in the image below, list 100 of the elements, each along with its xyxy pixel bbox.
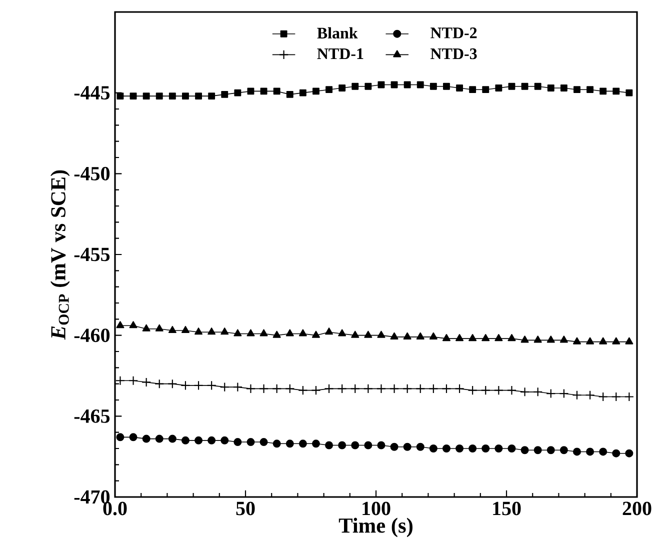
point [194,380,204,390]
point [364,441,372,450]
x-tick-label: 50 [236,502,255,516]
point [234,438,242,446]
point [560,446,568,454]
point [260,438,268,446]
legend-label: Blank [317,27,358,39]
point [572,337,581,344]
point [520,336,529,343]
point [181,436,190,444]
point [611,392,621,402]
point [286,90,294,98]
point [572,448,581,456]
point [625,449,634,458]
point [352,82,359,90]
point [546,336,555,343]
point [115,376,126,386]
point [626,89,633,96]
point [494,385,504,396]
point [364,330,372,338]
point [377,330,386,338]
legend-label: NTD-1 [317,48,364,59]
point [533,387,543,397]
point [312,88,320,95]
point [246,329,255,336]
y-tick-label: -445 [74,86,110,100]
point [142,434,150,443]
point [390,442,398,451]
point [311,385,321,396]
point [324,384,334,394]
point [364,82,372,90]
point [128,376,138,386]
point [520,446,529,454]
point [260,88,268,95]
point [403,332,412,340]
point [612,88,620,95]
point [546,446,555,454]
point [402,384,412,394]
point [468,385,478,396]
point [443,82,450,90]
point [378,81,385,88]
point [206,380,216,390]
point [142,92,150,100]
point [456,84,463,92]
point [298,440,307,448]
point [624,392,634,402]
point [272,384,282,394]
point [468,444,477,452]
point [612,449,620,458]
point [286,440,294,448]
point [377,441,386,450]
point [534,446,542,454]
point [560,336,568,343]
point [351,441,360,450]
y-tick-label: -455 [74,248,110,262]
point [534,82,542,90]
point [142,324,150,332]
point [155,434,164,443]
point [220,436,229,444]
point [508,334,516,342]
point [612,337,620,344]
point [351,330,360,338]
point [299,89,306,96]
point [232,382,242,392]
point [337,384,347,394]
point [154,379,164,389]
point [258,384,269,394]
point [416,442,424,451]
point [285,384,295,394]
legend-label: NTD-2 [430,28,477,38]
point [208,436,216,444]
point [495,84,502,92]
point [221,90,228,98]
point [260,329,268,336]
point [560,84,568,92]
point [272,330,281,338]
point [469,86,476,94]
point [338,329,346,336]
x-tick-label: 200 [622,502,652,516]
point [574,86,580,94]
point [494,334,503,342]
point [155,324,164,332]
point [168,326,176,334]
point [168,379,178,389]
point [534,336,542,343]
x-axis-title: Time (s) [338,518,412,538]
point [442,444,450,452]
point [390,81,398,88]
point [168,92,176,100]
point [325,441,334,450]
point [129,433,138,442]
point [220,382,230,392]
point [116,92,124,100]
point [442,384,452,394]
point [585,390,595,400]
point [338,84,346,92]
point [429,444,438,452]
point [404,81,411,88]
point [508,444,516,452]
point [234,89,242,96]
